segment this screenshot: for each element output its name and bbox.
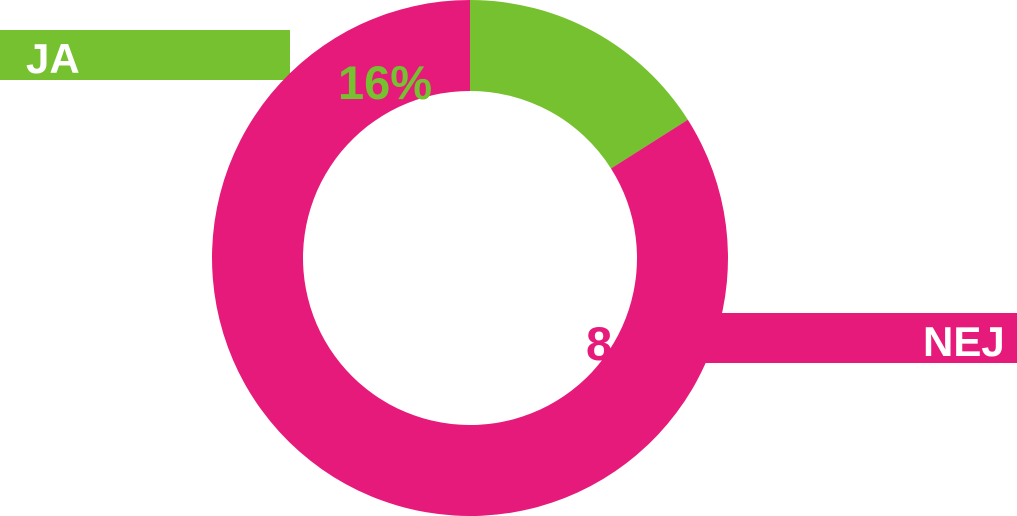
ext-label-nej: NEJ (923, 318, 1005, 366)
donut-chart: 16% JA 84% NEJ (0, 0, 1017, 516)
pct-label-nej: 84% (586, 316, 680, 371)
pct-label-ja: 16% (338, 55, 432, 110)
donut-svg (0, 0, 1017, 516)
ext-label-ja: JA (26, 35, 80, 83)
